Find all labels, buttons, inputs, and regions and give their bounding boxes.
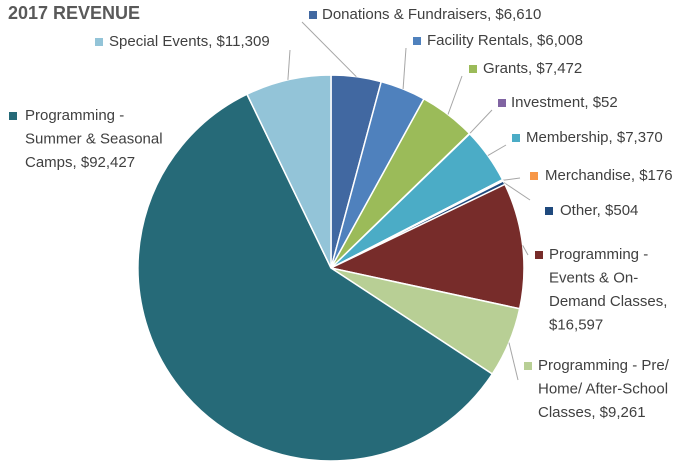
legend-marker [512,134,520,142]
legend-marker [530,172,538,180]
data-label: Programming - [549,246,648,263]
pie-slice [137,93,494,462]
leader-line [402,47,407,90]
legend-marker [309,11,317,19]
chart-title: 2017 REVENUE [8,3,140,23]
leader-line [447,75,463,115]
data-label: $16,597 [549,316,603,333]
leader-line [469,109,493,135]
leader-line [301,21,357,78]
legend-marker [413,37,421,45]
legend-marker [9,112,17,120]
data-label: Membership, $7,370 [526,129,663,146]
legend-marker [469,65,477,73]
legend-marker [545,207,553,215]
data-label: Events & On- [549,269,638,286]
legend-marker [498,99,506,107]
data-label: Camps, $92,427 [25,154,135,171]
data-label: Programming - [25,107,124,124]
leader-line [522,245,529,256]
data-label: Donations & Fundraisers, $6,610 [322,6,541,23]
data-label: Special Events, $11,309 [109,33,270,50]
legend-marker [535,251,543,259]
data-label: Investment, $52 [511,94,618,111]
legend-marker [524,362,532,370]
data-label: Merchandise, $176 [545,167,673,184]
leader-line [287,49,291,80]
leader-line [508,342,519,381]
data-label: Facility Rentals, $6,008 [427,32,583,49]
data-label: Other, $504 [560,202,638,219]
data-label: Summer & Seasonal [25,130,163,147]
leader-line [487,144,507,156]
data-label: Classes, $9,261 [538,404,646,421]
data-label: Grants, $7,472 [483,60,582,77]
leader-line [502,177,521,181]
data-label: Programming - Pre/ [538,357,670,374]
data-label: Demand Classes, [549,293,667,310]
leader-line [503,182,531,201]
data-label: Home/ After-School [538,380,668,397]
legend-marker [95,38,103,46]
